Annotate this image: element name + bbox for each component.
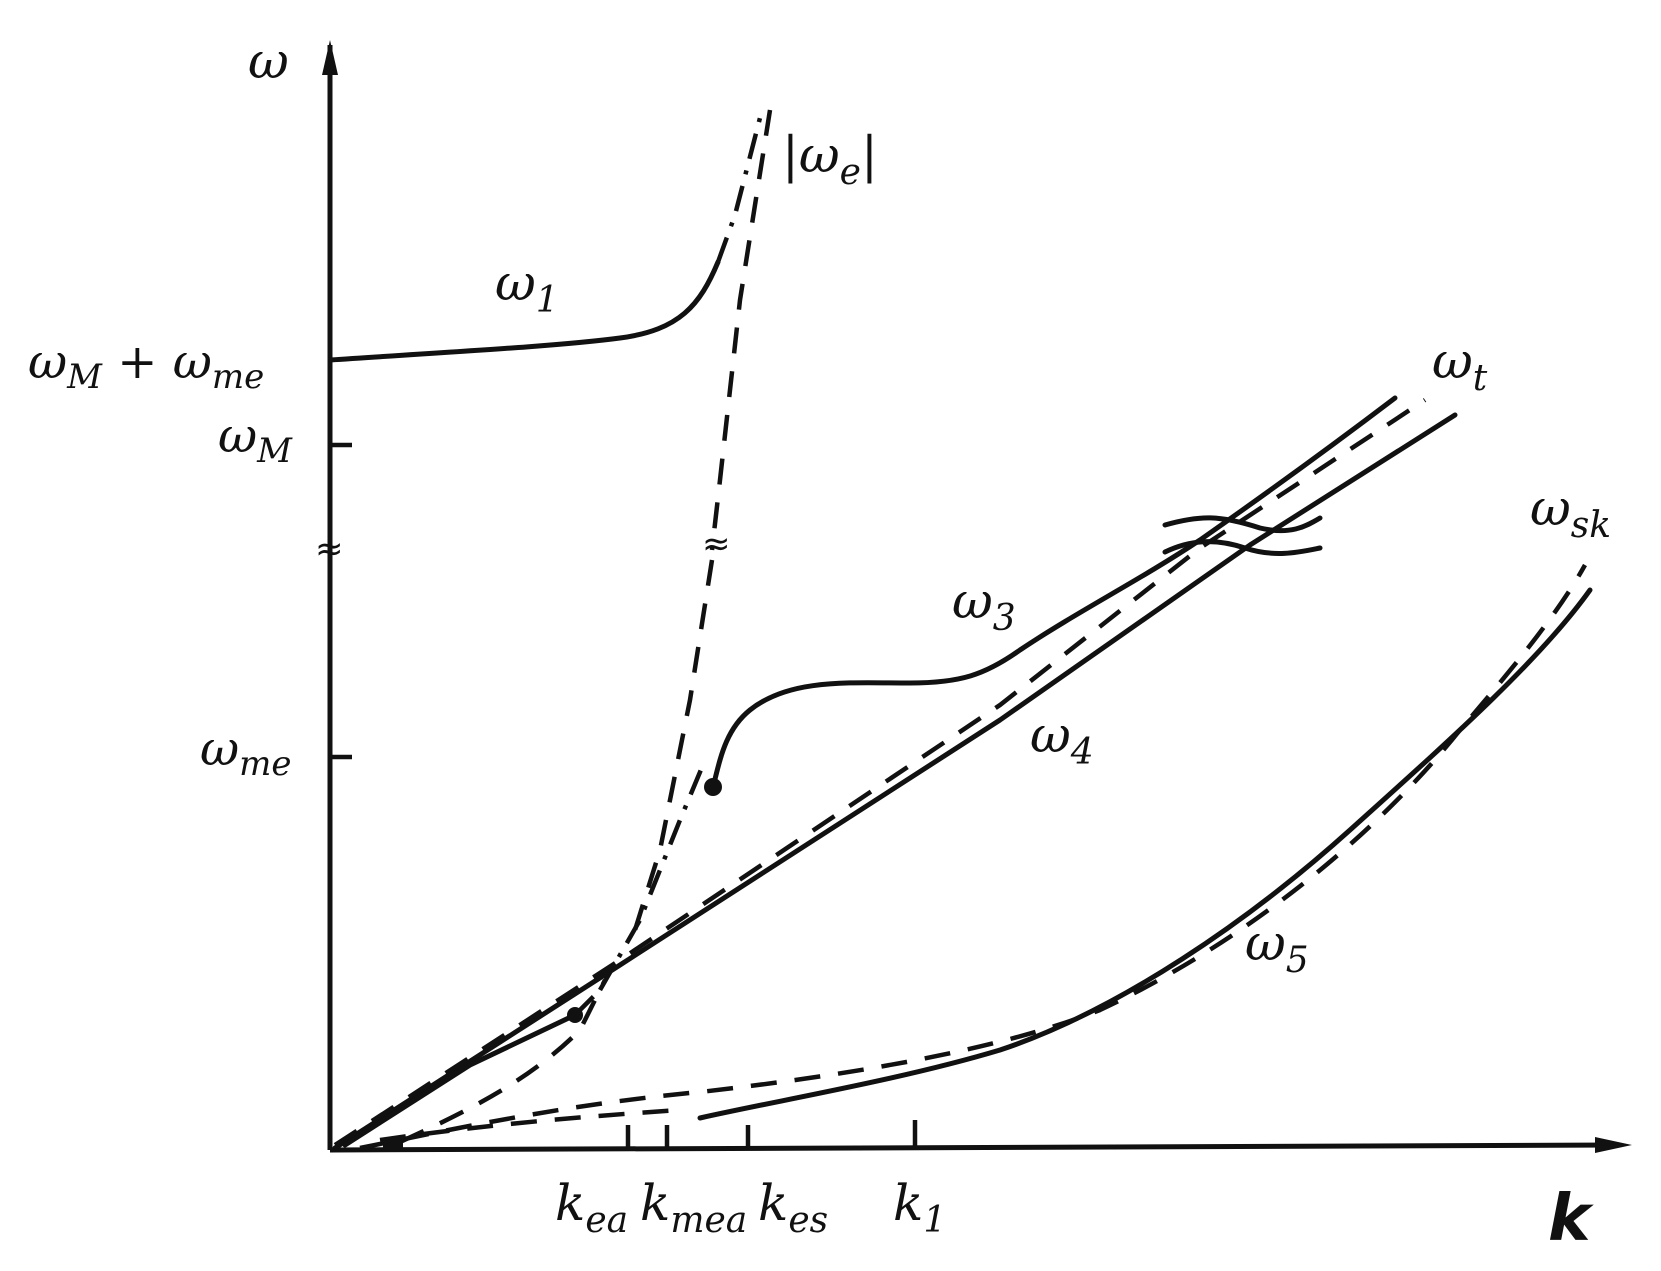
- label-wsk: ωsk: [1530, 479, 1611, 546]
- y-axis-arrowhead: [322, 40, 338, 75]
- label-w5: ω5: [1245, 914, 1309, 981]
- label-we: |ωe|: [782, 126, 878, 193]
- x-label-kes: kes: [758, 1174, 828, 1241]
- x-label-kea: kea: [555, 1174, 628, 1241]
- axes: ≈: [315, 40, 1632, 1153]
- x-axis-arrowhead: [1595, 1137, 1632, 1153]
- x-label-kmea: kmea: [640, 1174, 747, 1241]
- curve-wt-dashed: [333, 398, 1427, 1147]
- curve-w1: [327, 259, 721, 363]
- x-label-k1: k1: [893, 1174, 946, 1241]
- y-axis-break-mark: ≈: [315, 529, 344, 569]
- anticrossing-lower: [1162, 539, 1323, 556]
- curve-lower-dashed: [399, 978, 608, 1145]
- y-ticks: [330, 442, 352, 760]
- y-label-wM: ωM: [218, 408, 293, 471]
- y-label-wme: ωme: [200, 721, 292, 784]
- anticrossing-upper: [1162, 515, 1323, 534]
- curve-lower-branch-dashdot: [573, 988, 602, 1017]
- curve-we-dashed-lower: [632, 559, 715, 931]
- curve-w5: [697, 587, 1593, 1121]
- curve-lower-branch: [342, 1012, 578, 1148]
- curve-w3: [710, 395, 1398, 790]
- x-axis: [329, 1142, 1616, 1153]
- curve-w4: [332, 412, 1458, 1151]
- curve-we-dashed: [709, 109, 773, 551]
- we-break-mark: ≈: [702, 524, 731, 564]
- label-w1: ω1: [495, 254, 559, 321]
- label-w4: ω4: [1030, 706, 1094, 773]
- y-label-wM-plus-wme: ωM + ωme: [28, 334, 264, 397]
- x-axis-label: k: [1548, 1182, 1594, 1256]
- w3-start-dot: [704, 778, 722, 796]
- y-axis-label: ω: [248, 32, 289, 90]
- label-wt: ωt: [1432, 332, 1488, 399]
- curve-wsk-dashed: [359, 563, 1587, 1151]
- x-ticks: [625, 1120, 918, 1147]
- curve-we-dashdot-upper: [715, 109, 765, 263]
- origin-marker: [383, 1138, 403, 1150]
- curve-we-dashdot-lower: [598, 759, 708, 992]
- label-w3: ω3: [952, 572, 1016, 639]
- curve-lower-dashed-2: [379, 1107, 681, 1143]
